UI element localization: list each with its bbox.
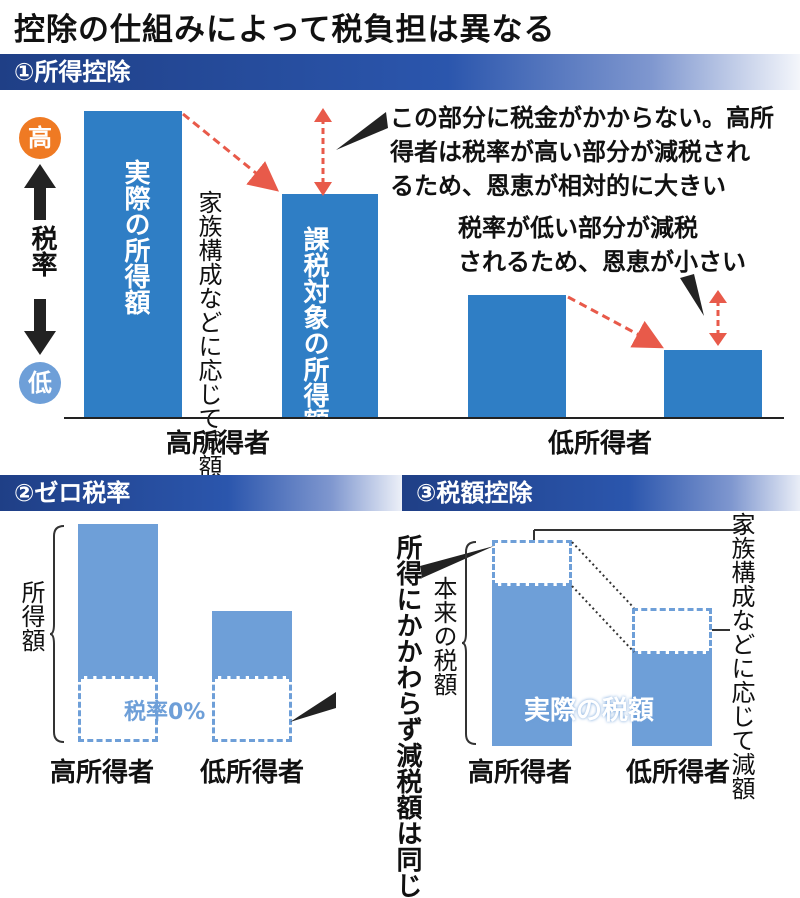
actual-income-bar-label: 実際の所得額 xyxy=(120,159,150,315)
taxable-income-bar: 課税対象の所得額 xyxy=(282,194,378,434)
section-title: ①所得控除 xyxy=(14,58,131,86)
original-tax-bracket xyxy=(462,541,477,745)
zero-rate-label: 税率0% xyxy=(124,700,206,725)
original-tax-label: 本来の税額 xyxy=(429,576,457,696)
high-income-note-line-1: この部分に税金がかからない。高所 xyxy=(390,104,774,132)
credit-leader-lines xyxy=(533,529,750,653)
income-bracket xyxy=(50,525,65,743)
gap-arrow-low xyxy=(709,290,727,346)
taxable-income-bar-label: 課税対象の所得額 xyxy=(299,226,329,434)
rate-low-badge: 低 xyxy=(19,362,61,404)
credit-low-bar xyxy=(632,654,712,746)
section-title: ③税額控除 xyxy=(416,479,533,507)
section2-low-income-label: 低所得者 xyxy=(200,758,305,788)
credit-high-bar xyxy=(492,586,572,746)
credit-high-dashed xyxy=(492,540,572,586)
high-income-note: この部分に税金がかからない。高所 得者は税率が高い部分が減税され るため、恩恵が… xyxy=(390,101,774,203)
up-arrow-icon xyxy=(24,164,56,220)
section-header-tax-credit: ③税額控除 xyxy=(402,475,800,511)
low-actual-income-bar xyxy=(468,295,566,417)
low-income-note-line-1: 税率が低い部分が減税 xyxy=(458,214,698,242)
credit-low-dashed xyxy=(632,608,712,654)
callout-pointer-low xyxy=(680,274,704,316)
decrease-arrow-low xyxy=(567,295,664,349)
zero-rate-high-bar xyxy=(78,524,158,676)
section3-low-income-label: 低所得者 xyxy=(626,758,731,788)
decrease-arrow-high xyxy=(182,112,279,192)
low-income-note-line-2: されるため、恩恵が小さい xyxy=(458,248,746,276)
section3-high-income-label: 高所得者 xyxy=(468,758,573,788)
middle-note-pointers xyxy=(290,546,494,722)
section-header-income-deduction: ①所得控除 xyxy=(0,54,800,90)
baseline xyxy=(64,417,784,419)
actual-income-bar: 実際の所得額 xyxy=(84,111,182,417)
section2-high-income-label: 高所得者 xyxy=(50,758,155,788)
income-amount-label: 所得額 xyxy=(17,580,45,652)
rate-axis-label: 税率 xyxy=(27,225,57,277)
high-income-note-line-3: るため、恩恵が相対的に大きい xyxy=(390,172,726,200)
down-arrow-icon xyxy=(24,299,56,355)
section1-arrows xyxy=(182,108,727,349)
high-income-note-line-2: 得者は税率が高い部分が減税され xyxy=(390,138,750,166)
callout-pointer-high xyxy=(336,112,388,150)
section1-high-income-label: 高所得者 xyxy=(166,429,271,459)
zero-rate-low-exempt xyxy=(212,676,292,742)
rate-high-badge: 高 xyxy=(19,117,61,159)
section1-low-income-label: 低所得者 xyxy=(548,429,653,459)
actual-tax-label: 実際の税額 xyxy=(524,696,655,726)
section-title: ②ゼロ税率 xyxy=(14,479,131,507)
low-income-note: 税率が低い部分が減税 されるため、恩恵が小さい xyxy=(458,211,746,279)
page-title: 控除の仕組みによって税負担は異なる xyxy=(14,12,556,48)
zero-rate-low-bar xyxy=(212,611,292,676)
deduction-note-3: 家族構成などに応じて減額 xyxy=(727,512,755,800)
section-header-zero-rate: ②ゼロ税率 xyxy=(0,475,414,511)
zero-rate-high-exempt xyxy=(78,676,158,742)
gap-arrow-high xyxy=(314,108,332,196)
low-taxable-income-bar xyxy=(664,350,762,417)
